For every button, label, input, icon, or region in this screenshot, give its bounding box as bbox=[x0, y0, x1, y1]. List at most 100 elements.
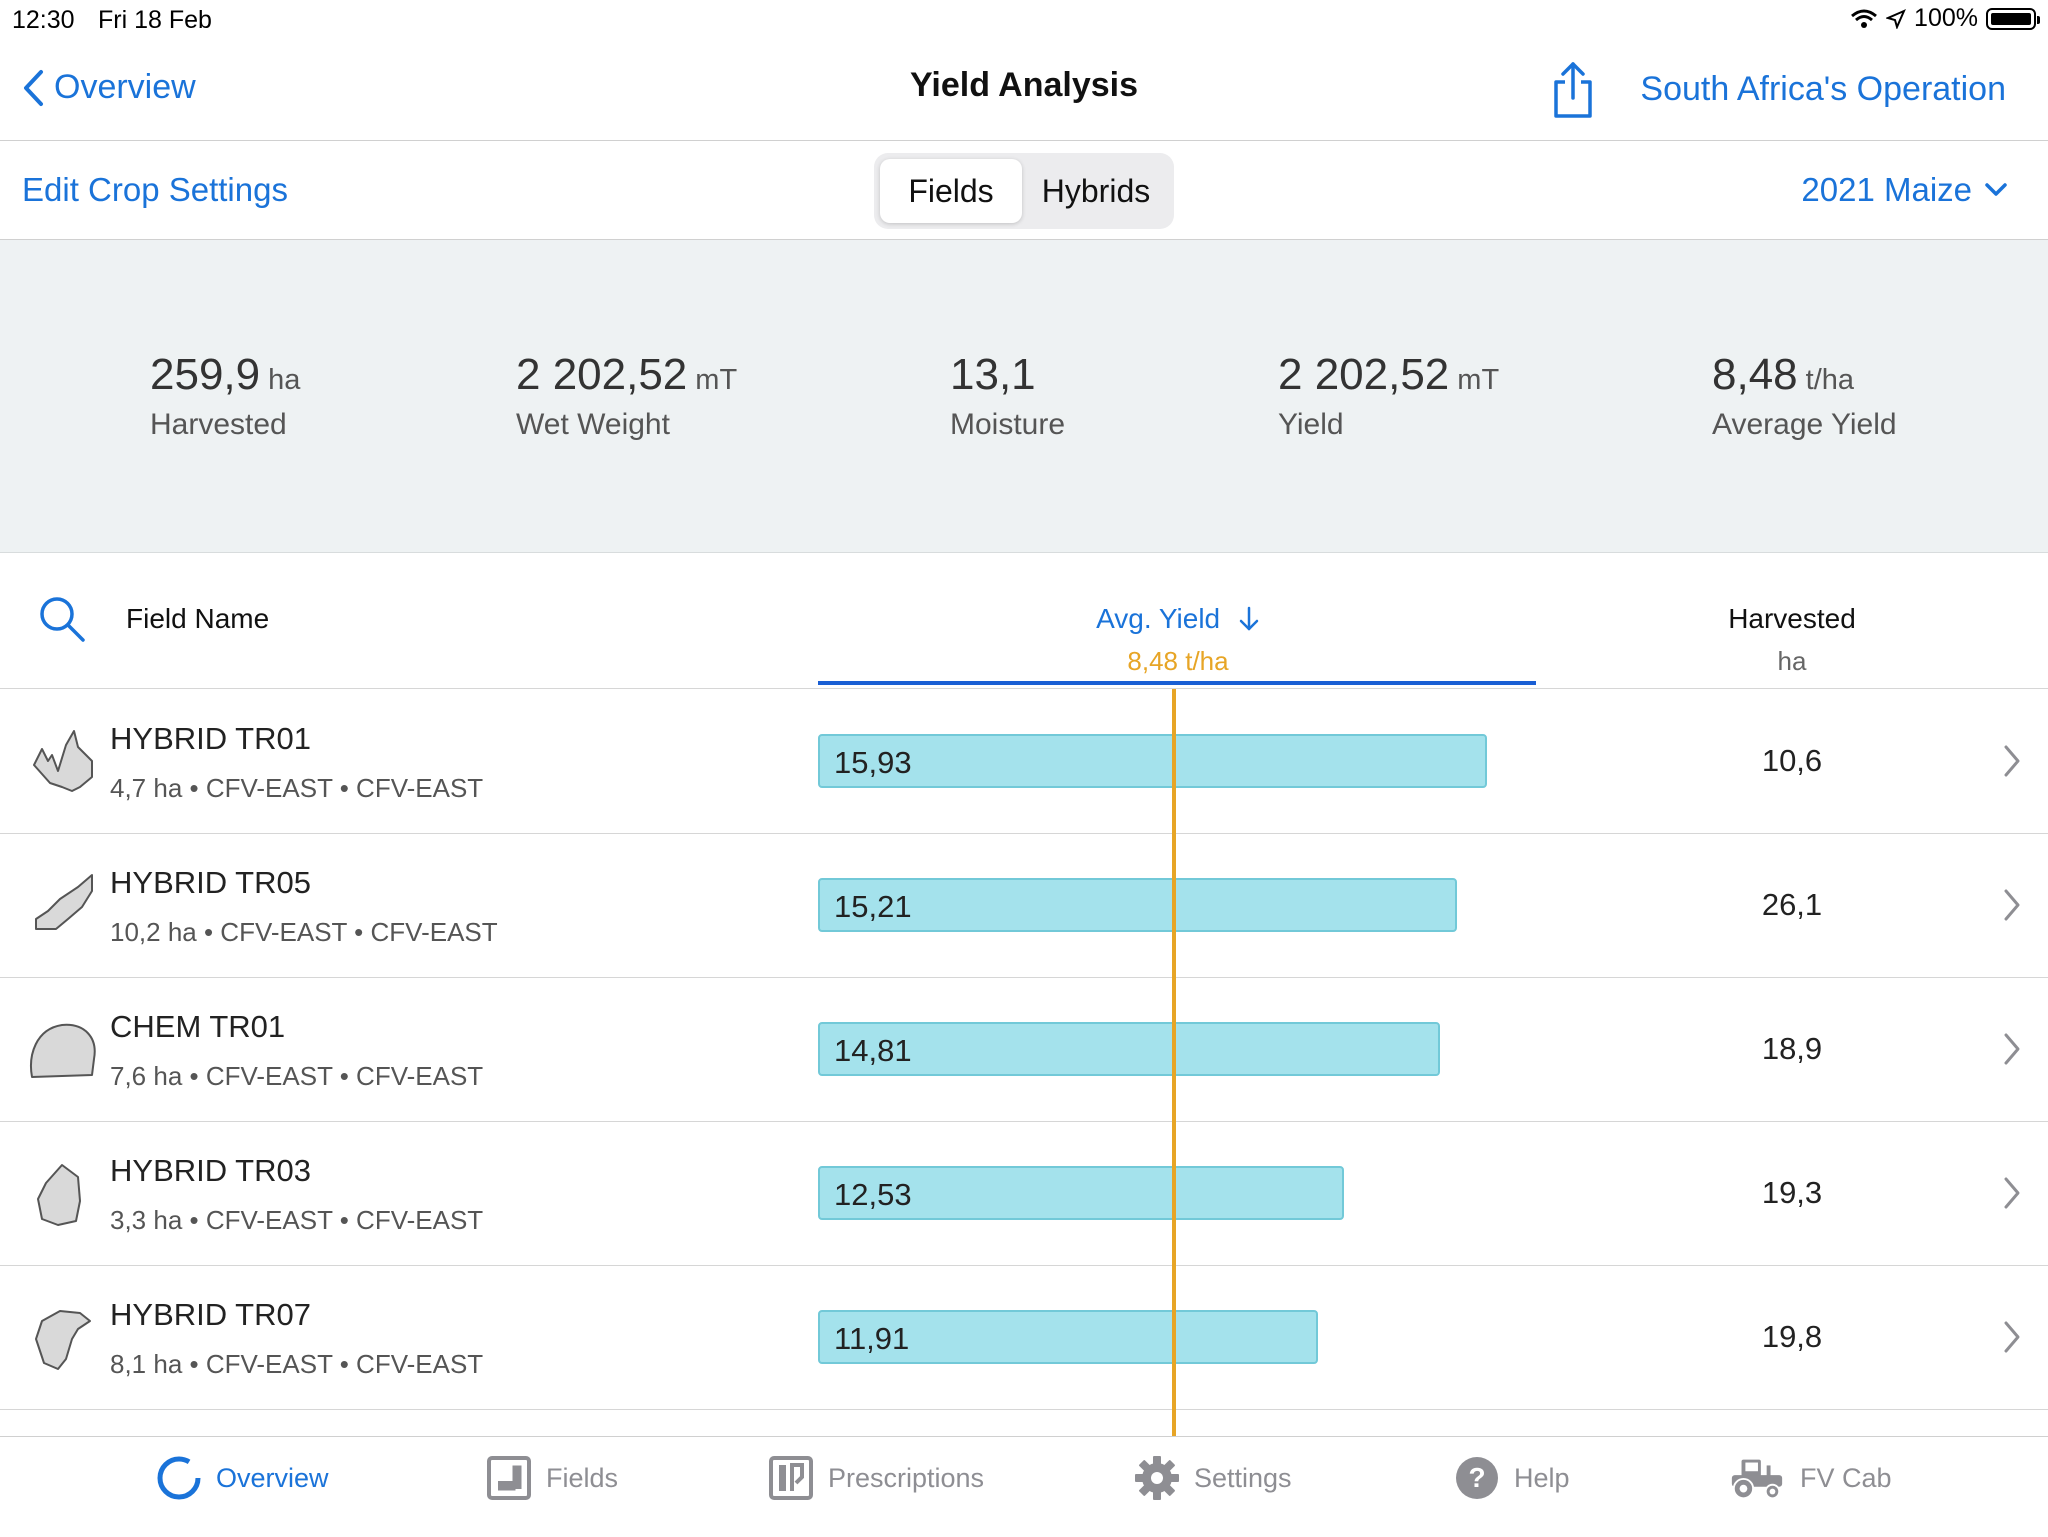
stat-label: Yield bbox=[1278, 408, 1344, 441]
chevron-right-icon bbox=[2004, 889, 2020, 921]
field-boundary-icon bbox=[37, 1164, 81, 1226]
field-meta: 8,1 ha • CFV-EAST • CFV-EAST bbox=[110, 1349, 484, 1379]
status-bar: 12:30 Fri 18 Feb 100% bbox=[0, 0, 2048, 40]
avg-yield-average-value: 8,48 t/ha bbox=[1127, 646, 1229, 676]
field-boundary-icon bbox=[33, 730, 93, 792]
harvested-value: 26,1 bbox=[1761, 887, 1823, 922]
field-boundary-icon bbox=[30, 1023, 96, 1078]
yield-value: 15,93 bbox=[834, 745, 912, 780]
yield-bar: 11,91 bbox=[818, 1310, 1318, 1364]
tab-bar: Overview Fields Prescriptions bbox=[0, 1436, 2048, 1537]
field-name: HYBRID TR01 bbox=[110, 721, 311, 756]
column-header-harvested[interactable]: Harvested bbox=[1728, 603, 1856, 634]
stat-average-yield: 8,48 t/ha Average Yield bbox=[1712, 350, 1897, 442]
field-meta: 4,7 ha • CFV-EAST • CFV-EAST bbox=[110, 773, 484, 803]
share-icon[interactable] bbox=[1548, 60, 1598, 120]
stat-unit: mT bbox=[695, 364, 738, 396]
tractor-icon bbox=[1731, 1459, 1783, 1500]
back-button[interactable]: Overview bbox=[22, 68, 196, 107]
battery-icon bbox=[1986, 7, 2040, 30]
chevron-left-icon bbox=[24, 69, 43, 106]
column-header-field-name[interactable]: Field Name bbox=[126, 603, 270, 634]
chevron-right-icon bbox=[2004, 1033, 2020, 1065]
tab-label: Overview bbox=[216, 1462, 329, 1493]
season-label: 2021 Maize bbox=[1801, 171, 1972, 208]
tab-overview[interactable]: Overview bbox=[156, 1455, 329, 1501]
yield-bar: 14,81 bbox=[818, 1022, 1440, 1076]
gear-icon bbox=[1135, 1456, 1179, 1500]
edit-crop-settings-button[interactable]: Edit Crop Settings bbox=[22, 171, 288, 208]
operation-selector[interactable]: South Africa's Operation bbox=[1640, 70, 2006, 108]
help-icon: ? bbox=[1456, 1457, 1498, 1499]
stat-unit: ha bbox=[268, 364, 301, 396]
stat-label: Average Yield bbox=[1712, 408, 1897, 441]
column-header-avg-yield[interactable]: Avg. Yield bbox=[1000, 603, 1356, 635]
yield-value: 14,81 bbox=[834, 1033, 912, 1068]
table-row[interactable]: CHEM TR01 7,6 ha • CFV-EAST • CFV-EAST 1… bbox=[0, 977, 2048, 1122]
season-dropdown[interactable]: 2021 Maize bbox=[1801, 171, 2008, 209]
yield-value: 11,91 bbox=[834, 1321, 910, 1356]
stat-moisture: 13,1 Moisture bbox=[950, 350, 1065, 442]
field-boundary-icon bbox=[35, 874, 93, 930]
stat-yield: 2 202,52 mT Yield bbox=[1278, 350, 1499, 442]
field-boundary-icon bbox=[35, 1310, 91, 1370]
stat-unit: mT bbox=[1457, 364, 1500, 396]
harvested-value: 19,8 bbox=[1761, 1319, 1823, 1354]
stat-value: 259,9 bbox=[150, 350, 261, 399]
field-name: HYBRID TR05 bbox=[110, 865, 311, 900]
chevron-right-icon bbox=[2004, 1321, 2020, 1353]
table-row[interactable]: HYBRID TR01 4,7 ha • CFV-EAST • CFV-EAST… bbox=[0, 689, 2048, 834]
wifi-icon bbox=[1851, 9, 1878, 28]
stat-label: Harvested bbox=[150, 408, 287, 441]
field-meta: 10,2 ha • CFV-EAST • CFV-EAST bbox=[110, 917, 498, 947]
battery-percent: 100% bbox=[1914, 4, 1978, 32]
tab-label: Help bbox=[1514, 1462, 1570, 1493]
tab-help[interactable]: ? Help bbox=[1454, 1455, 1570, 1501]
yield-bar: 15,21 bbox=[818, 878, 1457, 932]
field-name: HYBRID TR03 bbox=[110, 1153, 311, 1188]
svg-text:?: ? bbox=[1468, 1462, 1485, 1493]
chevron-right-icon bbox=[2004, 1177, 2020, 1209]
yield-value: 12,53 bbox=[834, 1177, 912, 1212]
status-date: Fri 18 Feb bbox=[98, 6, 212, 34]
table-row[interactable]: HYBRID TR03 3,3 ha • CFV-EAST • CFV-EAST… bbox=[0, 1121, 2048, 1266]
stat-wet-weight: 2 202,52 mT Wet Weight bbox=[516, 350, 737, 442]
fields-icon bbox=[487, 1456, 531, 1500]
average-yield-line bbox=[1172, 689, 1176, 1436]
harvested-value: 19,3 bbox=[1761, 1175, 1823, 1210]
harvested-value: 18,9 bbox=[1761, 1031, 1823, 1066]
nav-bar: Overview Yield Analysis South Africa's O… bbox=[0, 40, 2048, 141]
table-row[interactable]: HYBRID TR07 8,1 ha • CFV-EAST • CFV-EAST… bbox=[0, 1265, 2048, 1410]
stat-value: 2 202,52 bbox=[516, 350, 688, 399]
tab-settings[interactable]: Settings bbox=[1134, 1455, 1292, 1501]
tab-label: Prescriptions bbox=[828, 1462, 985, 1493]
location-arrow-icon bbox=[1886, 8, 1906, 29]
status-time: 12:30 bbox=[12, 6, 75, 34]
stat-value: 13,1 bbox=[950, 350, 1036, 399]
segment-hybrids[interactable]: Hybrids bbox=[1041, 173, 1151, 209]
field-meta: 7,6 ha • CFV-EAST • CFV-EAST bbox=[110, 1061, 484, 1091]
field-list: HYBRID TR01 4,7 ha • CFV-EAST • CFV-EAST… bbox=[0, 689, 2048, 1436]
harvested-value: 10,6 bbox=[1761, 743, 1823, 778]
stat-value: 2 202,52 bbox=[1278, 350, 1450, 399]
table-header: Field Name Avg. Yield 8,48 t/ha Harveste… bbox=[0, 553, 2048, 689]
table-row[interactable]: HYBRID TR05 10,2 ha • CFV-EAST • CFV-EAS… bbox=[0, 833, 2048, 978]
tab-prescriptions[interactable]: Prescriptions bbox=[768, 1455, 984, 1501]
prescriptions-icon bbox=[769, 1456, 813, 1500]
field-name: HYBRID TR07 bbox=[110, 1297, 311, 1332]
search-icon[interactable] bbox=[36, 593, 88, 645]
avg-yield-label: Avg. Yield bbox=[1096, 603, 1221, 634]
stat-unit: t/ha bbox=[1805, 364, 1855, 396]
tab-label: Fields bbox=[546, 1462, 619, 1493]
yield-value: 15,21 bbox=[834, 889, 912, 924]
status-right: 100% bbox=[1850, 4, 2040, 33]
stat-label: Wet Weight bbox=[516, 408, 670, 441]
summary-panel: 259,9 ha Harvested 2 202,52 mT Wet Weight … bbox=[0, 240, 2048, 553]
chevron-down-icon bbox=[1985, 183, 2007, 196]
tab-fields[interactable]: Fields bbox=[486, 1455, 618, 1501]
tab-fv-cab[interactable]: FV Cab bbox=[1728, 1455, 1892, 1501]
segment-fields[interactable]: Fields bbox=[880, 159, 1022, 223]
yield-bar: 15,93 bbox=[818, 734, 1487, 788]
sort-arrow-down-icon bbox=[1239, 606, 1259, 631]
chevron-right-icon bbox=[2004, 745, 2020, 777]
